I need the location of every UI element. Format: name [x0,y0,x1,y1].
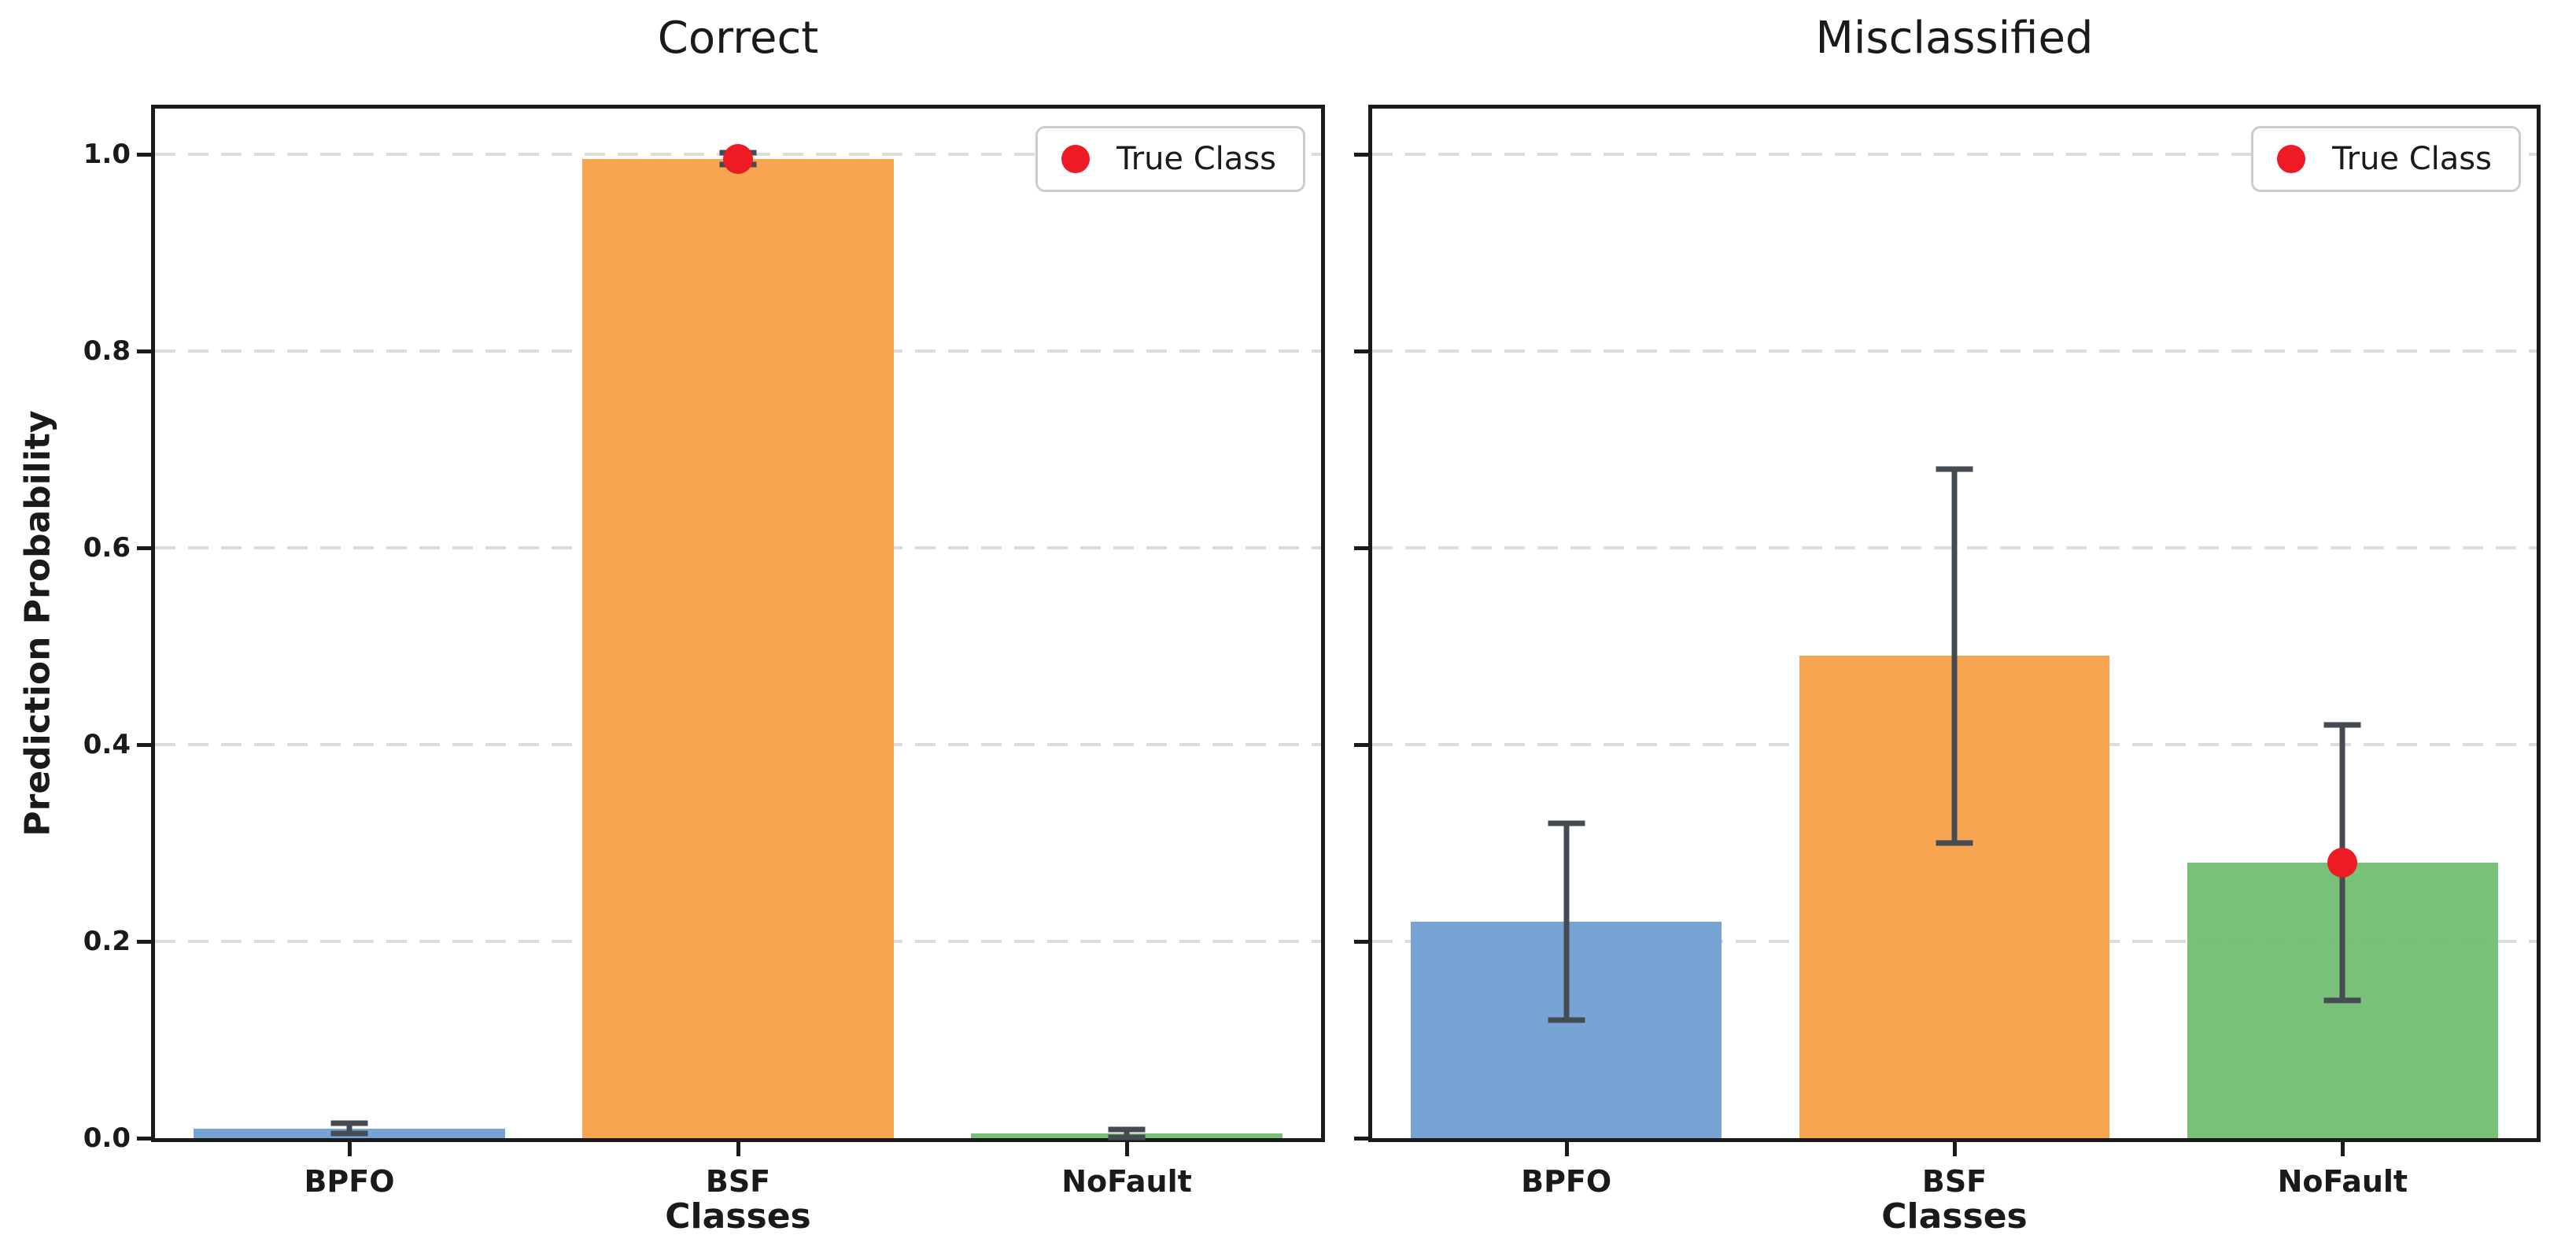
y-axis-label: Prediction Probability [17,410,58,837]
right-panel-title: Misclassified [1815,13,2094,64]
error-bar-bpfo [346,1123,352,1133]
y-tick-mark [1354,1137,1368,1141]
y-tick-mark [137,939,151,944]
y-tick-mark [1354,939,1368,944]
right-x-axis-label: Classes [1881,1196,2028,1237]
error-bar-cap-bottom [1108,1134,1146,1141]
legend-label: True Class [1116,141,1276,177]
x-tick-label-bpfo: BPFO [1521,1164,1612,1199]
x-tick-mark [1953,1142,1957,1156]
legend: True Class [1035,126,1305,192]
error-bar-cap-top [2323,722,2361,728]
error-bar-bsf [1951,468,1958,843]
y-tick-label-0.0: 0.0 [83,1122,131,1154]
error-bar-cap-bottom [2323,997,2361,1004]
x-tick-label-nofault: NoFault [1061,1164,1192,1199]
x-tick-label-nofault: NoFault [2277,1164,2408,1199]
y-tick-mark [1354,152,1368,157]
true-class-dot [723,143,753,174]
y-tick-mark [137,545,151,550]
legend-label: True Class [2332,141,2492,177]
y-tick-mark [1354,349,1368,353]
x-tick-mark [348,1142,352,1156]
x-tick-label-bsf: BSF [705,1164,771,1199]
x-tick-mark [1125,1142,1129,1156]
true-class-legend-marker-icon [2277,145,2306,173]
x-tick-label-bpfo: BPFO [304,1164,395,1199]
gridline-1.0 [1372,152,2537,156]
misclassified-panel-axes: True Class [1368,105,2541,1142]
x-tick-label-bsf: BSF [1921,1164,1987,1199]
legend: True Class [2251,126,2521,192]
left-x-axis-label: Classes [665,1196,811,1237]
true-class-legend-marker-icon [1061,145,1091,173]
error-bar-nofault [1124,1129,1130,1137]
correct-panel-axes: True Class [151,105,1325,1142]
left-panel-title: Correct [657,13,819,64]
y-tick-label-1.0: 1.0 [83,138,131,170]
y-tick-mark [1354,742,1368,747]
error-bar-bpfo [1563,823,1570,1020]
y-tick-label-0.8: 0.8 [83,335,131,367]
y-tick-mark [137,1137,151,1141]
x-tick-mark [1564,1142,1569,1156]
error-bar-cap-top [1548,820,1585,826]
y-tick-label-0.6: 0.6 [83,531,131,564]
error-bar-cap-top [330,1120,368,1126]
y-tick-mark [1354,545,1368,550]
y-tick-mark [137,742,151,747]
y-tick-label-0.4: 0.4 [83,728,131,760]
error-bar-cap-bottom [330,1130,368,1137]
x-tick-mark [736,1142,740,1156]
error-bar-cap-bottom [1936,840,1973,846]
x-tick-mark [2341,1142,2345,1156]
gridline-0.8 [1372,349,2537,353]
bar-bsf [582,158,894,1138]
error-bar-cap-bottom [1548,1017,1585,1023]
error-bar-cap-top [1936,466,1973,472]
y-tick-mark [137,152,151,157]
y-tick-label-0.2: 0.2 [83,925,131,957]
true-class-dot [2327,847,2358,878]
y-tick-mark [137,349,151,353]
error-bar-cap-top [1108,1126,1146,1133]
